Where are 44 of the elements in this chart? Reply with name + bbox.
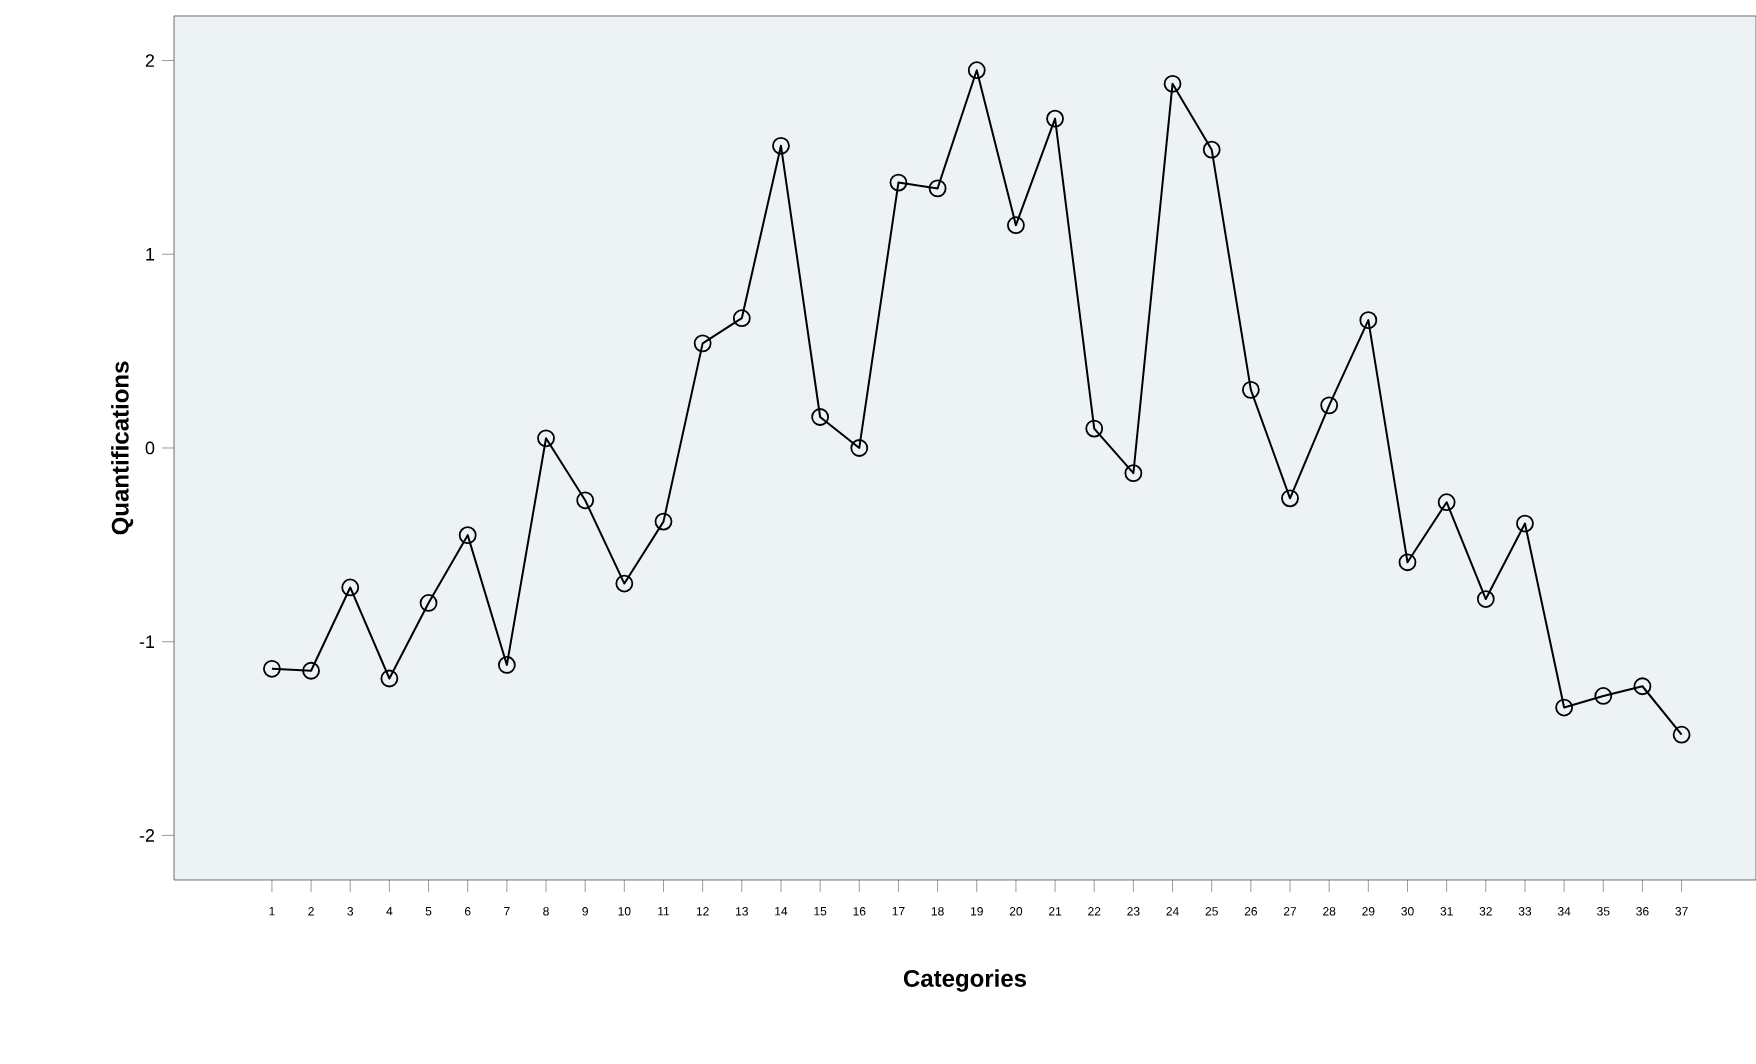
point — [1320, 396, 1339, 415]
point — [1202, 140, 1221, 159]
point — [732, 309, 751, 328]
point — [889, 173, 908, 192]
point — [1007, 216, 1025, 235]
point — [1124, 464, 1143, 483]
point — [1085, 419, 1104, 438]
point — [1398, 553, 1417, 572]
point — [1594, 687, 1613, 705]
point — [928, 179, 947, 198]
point — [576, 491, 595, 510]
y-tick-label: 0 — [145, 441, 155, 455]
point — [302, 661, 320, 680]
point — [1476, 590, 1495, 608]
point — [419, 594, 438, 612]
point — [615, 574, 634, 593]
point — [1672, 725, 1691, 744]
point — [772, 136, 790, 155]
y-tick-label: 1 — [146, 248, 155, 261]
point — [850, 439, 869, 457]
point — [1437, 493, 1456, 512]
y-axis-title: Quantifications — [111, 361, 134, 535]
point — [1633, 677, 1652, 696]
y-tick-label: -1 — [139, 635, 155, 648]
point — [1359, 311, 1378, 330]
x-axis-title: Categories — [903, 969, 1027, 992]
point — [341, 578, 360, 597]
point — [458, 526, 477, 545]
y-tick-label: -2 — [139, 829, 155, 842]
point — [1241, 380, 1260, 399]
point — [1281, 489, 1299, 508]
point — [1163, 74, 1182, 93]
point — [380, 669, 399, 688]
point — [654, 512, 673, 531]
point — [811, 408, 830, 426]
y-tick-label: 2 — [145, 54, 155, 67]
point — [1046, 109, 1064, 128]
point — [693, 334, 712, 353]
point — [497, 656, 516, 674]
point — [1516, 514, 1534, 533]
point — [537, 429, 555, 448]
point — [263, 659, 281, 678]
point — [1555, 698, 1574, 717]
point — [967, 61, 986, 80]
